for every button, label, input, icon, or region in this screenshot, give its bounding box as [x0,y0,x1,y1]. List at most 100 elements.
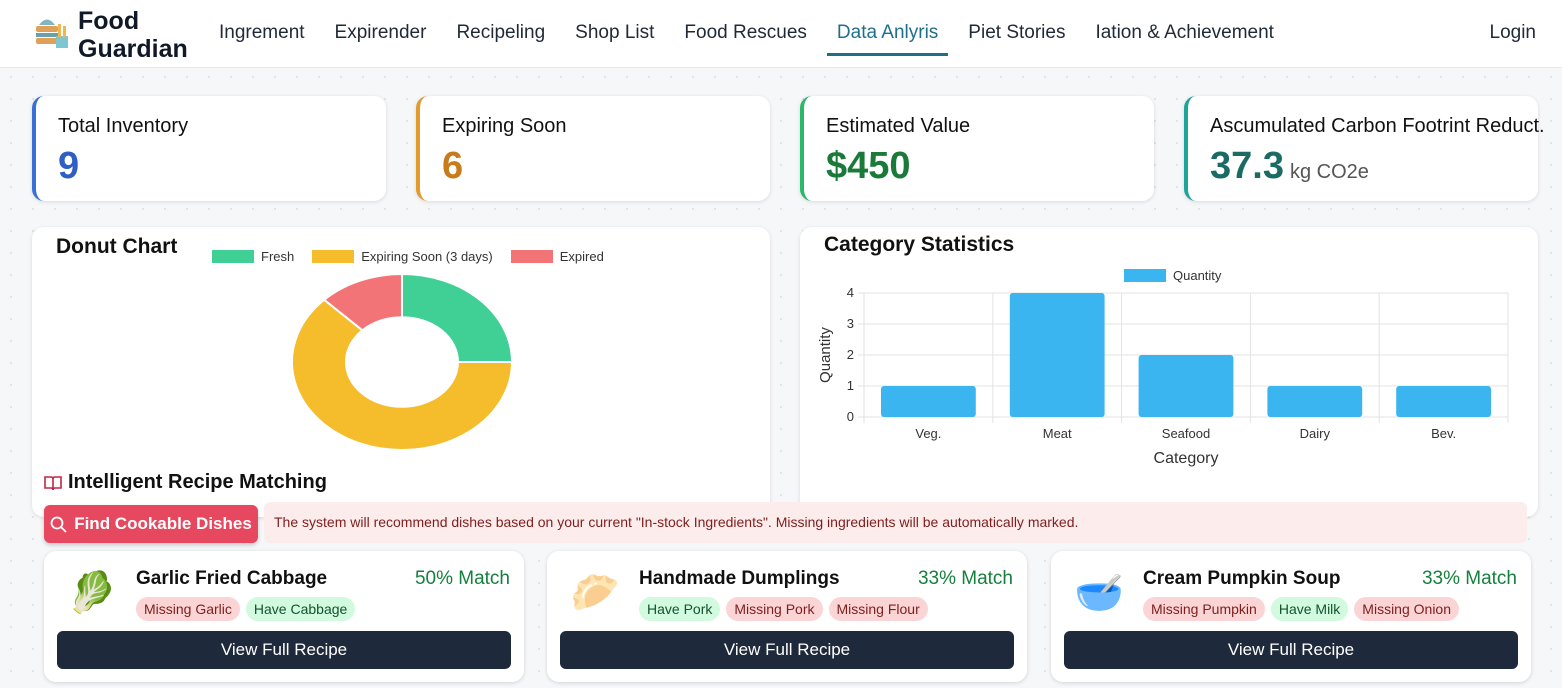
recipe-info-banner: The system will recommend dishes based o… [264,502,1527,543]
y-tick-label: 0 [847,409,854,424]
recipe-section-title: Intelligent Recipe Matching [68,471,327,493]
bar-seafood[interactable] [1138,355,1234,417]
ingredient-tags: Missing Garlic Have Cabbage [136,597,356,621]
match-percent: 33% Match [917,568,1013,589]
x-tick-label: Dairy [1300,426,1331,441]
stat-value: 6 [442,145,464,187]
y-tick-label: 1 [847,378,854,393]
ingredient-tag: Have Milk [1270,597,1349,621]
ingredient-tags: Missing Pumpkin Have Milk Missing Onion [1143,597,1459,621]
brand-name: Food Guardian [78,7,188,63]
nav-list: Ingrement Expirender Recipeling Shop Lis… [219,22,1274,56]
nav-data-analysis[interactable]: Data Anlyris [826,22,949,56]
donut-title: Donut Chart [56,235,178,258]
stat-number: 37.3 [1210,145,1284,187]
book-icon [44,475,62,490]
recipe-name: Garlic Fried Cabbage [136,568,328,589]
match-percent: 50% Match [414,568,510,589]
nav-achievement[interactable]: Iation & Achievement [1095,22,1274,43]
nav-piet-stories[interactable]: Piet Stories [968,22,1066,43]
recipe-section-header: Intelligent Recipe Matching [44,471,327,494]
stat-expiring-soon: Expiring Soon 6 [416,96,770,201]
stat-unit: kg CO2e [1289,161,1369,183]
stat-estimated-value: Estimated Value $450 [800,96,1154,201]
stat-label: Total Inventory [58,115,189,137]
stat-value: 37.3 kg CO2e [1210,144,1369,194]
recipe-card: 🥣 Cream Pumpkin Soup 33% Match Missing P… [1051,551,1531,682]
nav-ingrement[interactable]: Ingrement [219,22,305,43]
x-axis-label: Category [1154,450,1219,467]
find-cookable-dishes-button[interactable]: Find Cookable Dishes [44,505,258,543]
bar-chart: 0 1 2 3 4 Veg. Meat Seafood Dairy Bev. Category Qua… [817,268,1509,467]
bar-meat[interactable] [1009,293,1105,417]
recipe-card: 🥟 Handmade Dumplings 33% Match Have Pork… [547,551,1027,682]
stat-label: Ascumulated Carbon Footrint Reduct. [1210,115,1545,137]
legend-label-quantity[interactable]: Quantity [1173,268,1222,283]
stat-carbon-reduction: Ascumulated Carbon Footrint Reduct. 37.3… [1184,96,1545,201]
recipe-name: Cream Pumpkin Soup [1143,568,1341,589]
recipe-card: 🥬 Garlic Fried Cabbage 50% Match Missing… [44,551,524,682]
brand-line2: Guardian [78,35,188,63]
x-tick-label: Seafood [1162,426,1210,441]
recipe-name: Handmade Dumplings [639,568,840,589]
bar-chart-title: Category Statistics [824,233,1015,256]
stat-total-inventory: Total Inventory 9 [32,96,386,201]
top-nav: Food Guardian Ingrement Expirender Recipe… [0,0,1562,68]
ingredient-tag: Missing Flour [828,597,928,621]
nav-expirender[interactable]: Expirender [334,22,427,43]
nav-food-rescues[interactable]: Food Rescues [684,22,807,43]
ingredient-tag: Have Pork [639,597,721,621]
legend-expired[interactable]: Expired [510,249,604,264]
legend-swatch-quantity [1124,269,1166,282]
dish-icon: 🥣 [1074,571,1124,615]
nav-recipeling[interactable]: Recipeling [456,22,546,43]
search-icon [50,516,67,533]
legend-swatch [312,250,355,263]
donut-slice-expired[interactable] [322,273,403,332]
stat-label: Estimated Value [826,115,971,137]
brand-line1: Food [78,7,140,35]
bar-veg[interactable] [881,386,976,417]
ingredient-tag: Missing Onion [1354,597,1459,621]
ingredient-tags: Have Pork Missing Pork Missing Flour [639,597,928,621]
donut-slice-fresh[interactable] [401,273,513,363]
legend-label: Expired [559,249,604,264]
x-tick-label: Veg. [915,426,941,441]
bar-dairy[interactable] [1267,386,1363,417]
x-tick-label: Meat [1043,426,1072,441]
ingredient-tag: Missing Pumpkin [1143,597,1265,621]
dish-icon: 🥟 [570,571,620,615]
legend-label: Fresh [261,249,295,264]
bar-bev[interactable] [1396,386,1491,417]
find-button-label: Find Cookable Dishes [74,514,252,533]
legend-expiring[interactable]: Expiring Soon (3 days) [312,249,493,264]
donut-chart-panel: Donut Chart Fresh Expiring Soon (3 days)… [32,227,770,517]
y-tick-label: 2 [847,347,854,362]
stat-value: $450 [826,145,911,187]
stat-label: Expiring Soon [442,115,567,137]
y-axis-label: Quantity [817,327,834,383]
legend-label: Expiring Soon (3 days) [361,249,493,264]
match-percent: 33% Match [1421,568,1517,589]
view-full-recipe-button[interactable]: View Full Recipe [560,631,1014,669]
donut-chart [291,273,513,451]
donut-slice-expiring[interactable] [291,298,513,451]
food-guardian-logo-icon [36,19,68,48]
view-full-recipe-button[interactable]: View Full Recipe [57,631,511,669]
legend-swatch [510,250,553,263]
y-tick-label: 3 [847,316,854,331]
view-full-recipe-button[interactable]: View Full Recipe [1064,631,1518,669]
category-stats-panel: Category Statistics 0 1 2 3 4 Veg. Meat Seafood… [800,227,1538,517]
dish-icon: 🥬 [67,571,117,615]
donut-legend: Fresh Expiring Soon (3 days) Expired [212,249,604,264]
ingredient-tag: Missing Garlic [136,597,240,621]
legend-fresh[interactable]: Fresh [212,249,294,264]
nav-shop-list[interactable]: Shop List [575,22,655,43]
y-tick-label: 4 [847,285,854,300]
stat-value: 9 [58,145,80,187]
login-link[interactable]: Login [1489,22,1537,43]
ingredient-tag: Missing Pork [726,597,823,621]
ingredient-tag: Have Cabbage [245,597,356,621]
legend-swatch [212,250,254,263]
x-tick-label: Bev. [1431,426,1456,441]
